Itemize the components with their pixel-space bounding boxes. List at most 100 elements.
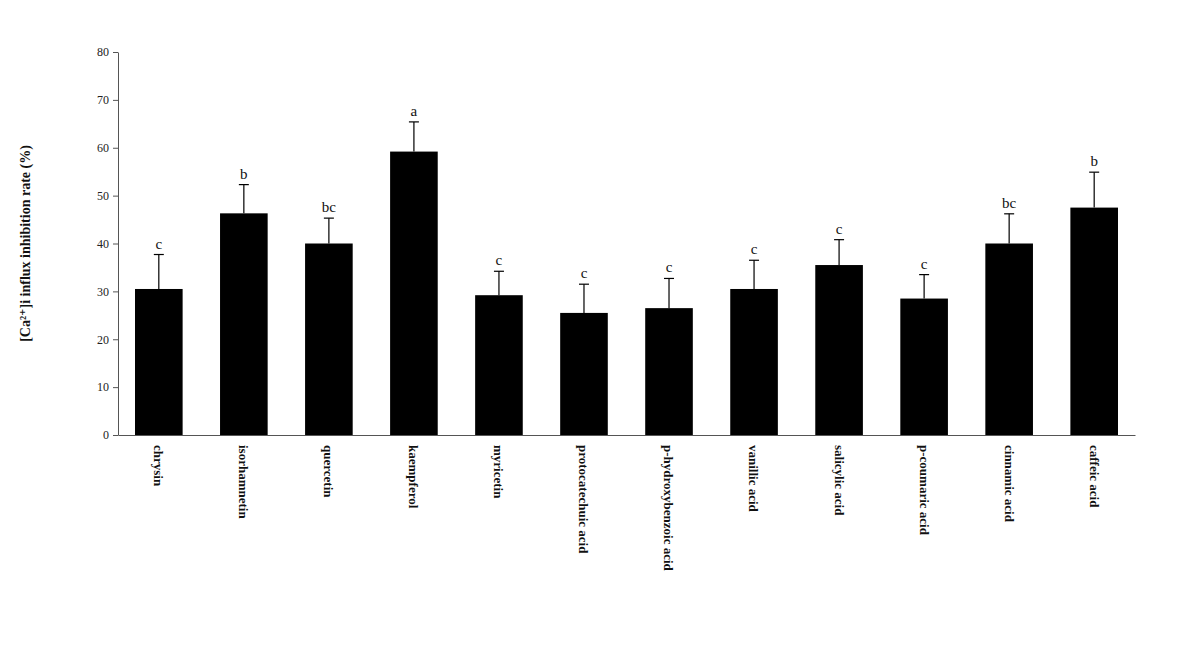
y-tick-label: 40 bbox=[97, 237, 109, 251]
y-tick: 60 bbox=[97, 141, 118, 155]
bar bbox=[305, 244, 353, 436]
error-bar bbox=[494, 271, 504, 295]
error-bar bbox=[409, 122, 419, 152]
error-cap bbox=[749, 260, 759, 261]
bar bbox=[900, 299, 948, 435]
error-cap bbox=[1004, 213, 1014, 214]
annotation: b bbox=[1090, 153, 1098, 169]
error-stem bbox=[498, 271, 499, 295]
error-stem bbox=[413, 122, 414, 152]
bar bbox=[475, 295, 523, 435]
error-bar bbox=[154, 255, 164, 289]
error-bar bbox=[324, 218, 334, 243]
error-stem bbox=[668, 278, 669, 308]
annotation: bc bbox=[1002, 195, 1017, 211]
y-tick: 80 bbox=[97, 45, 118, 59]
x-tick: caffeic acid bbox=[1087, 445, 1102, 508]
y-tick-label: 50 bbox=[97, 189, 109, 203]
y-tick-label: 70 bbox=[97, 93, 109, 107]
annotation: bc bbox=[322, 199, 337, 215]
annotation: a bbox=[411, 103, 418, 119]
x-axis-line bbox=[119, 435, 1136, 436]
bar bbox=[135, 289, 183, 435]
bar bbox=[730, 289, 778, 435]
y-tick-mark bbox=[113, 196, 118, 197]
x-tick: kaempferol bbox=[406, 445, 421, 509]
y-tick-mark bbox=[113, 339, 118, 340]
chart: 0 10 20 30 40 50 60 70 80 chrysin isorhamnetin quer… bbox=[0, 0, 1196, 645]
y-tick: 70 bbox=[97, 93, 118, 107]
x-tick-label: chrysin bbox=[151, 445, 166, 487]
x-tick-label: p-coumaric acid bbox=[917, 445, 932, 536]
x-tick-label: vanillic acid bbox=[747, 445, 762, 513]
x-tick: salicylic acid bbox=[832, 445, 847, 516]
y-tick: 20 bbox=[97, 333, 118, 347]
x-tick: chrysin bbox=[151, 445, 166, 487]
error-cap bbox=[919, 274, 929, 275]
bar bbox=[390, 152, 438, 435]
x-tick: protocatechuic acid bbox=[576, 445, 591, 554]
x-tick-label: kaempferol bbox=[406, 445, 421, 509]
y-axis: 0 10 20 30 40 50 60 70 80 bbox=[97, 45, 119, 442]
y-tick-mark bbox=[113, 291, 118, 292]
y-tick: 10 bbox=[97, 380, 118, 394]
x-tick: quercetin bbox=[321, 445, 336, 498]
error-bar bbox=[749, 260, 759, 289]
x-tick: p-coumaric acid bbox=[917, 445, 932, 536]
y-tick: 50 bbox=[97, 189, 118, 203]
x-tick: isorhamnetin bbox=[236, 445, 251, 519]
x-axis: chrysin isorhamnetin quercetin kaempferol my… bbox=[119, 436, 1136, 572]
error-stem bbox=[924, 275, 925, 299]
annotation: c bbox=[496, 252, 503, 268]
annotations: cbbcaccccccbcb bbox=[155, 103, 1097, 281]
error-stem bbox=[158, 255, 159, 289]
error-bar bbox=[834, 240, 844, 265]
annotation: c bbox=[666, 259, 673, 275]
x-tick-label: cinnamic acid bbox=[1002, 445, 1017, 523]
x-tick-label: salicylic acid bbox=[832, 445, 847, 516]
error-bar bbox=[239, 185, 249, 214]
y-tick-label: 20 bbox=[97, 333, 109, 347]
error-bar bbox=[919, 275, 929, 299]
error-bar bbox=[1004, 214, 1014, 244]
annotation: c bbox=[155, 236, 162, 252]
y-tick: 0 bbox=[103, 428, 118, 442]
x-tick-label: p-hydroxybenzoic acid bbox=[661, 445, 676, 572]
error-cap bbox=[579, 284, 589, 285]
x-tick: myricetin bbox=[491, 445, 506, 499]
bar bbox=[1070, 208, 1118, 435]
error-bar bbox=[1089, 172, 1099, 207]
error-cap bbox=[494, 271, 504, 272]
annotation: c bbox=[921, 256, 928, 272]
annotation: c bbox=[836, 221, 843, 237]
error-cap bbox=[409, 121, 419, 122]
y-axis-title: [Ca²⁺]i influx inhibition rate (%) bbox=[18, 145, 34, 342]
y-tick-mark bbox=[113, 52, 118, 53]
error-cap bbox=[664, 278, 674, 279]
error-stem bbox=[583, 284, 584, 313]
y-tick-label: 80 bbox=[97, 45, 109, 59]
error-bar bbox=[579, 284, 589, 313]
y-tick-mark bbox=[113, 387, 118, 388]
bar bbox=[985, 244, 1033, 436]
x-tick-label: isorhamnetin bbox=[236, 445, 251, 519]
bar bbox=[815, 265, 863, 435]
x-tick-label: myricetin bbox=[491, 445, 506, 499]
error-stem bbox=[1094, 172, 1095, 207]
bar bbox=[220, 213, 268, 435]
annotation: c bbox=[751, 241, 758, 257]
error-stem bbox=[838, 240, 839, 265]
y-tick-mark bbox=[113, 148, 118, 149]
error-stem bbox=[1009, 214, 1010, 244]
y-tick-label: 10 bbox=[97, 380, 109, 394]
bars bbox=[135, 122, 1118, 435]
y-tick-mark bbox=[113, 244, 118, 245]
x-tick-label: caffeic acid bbox=[1087, 445, 1102, 508]
y-tick: 40 bbox=[97, 237, 118, 251]
error-cap bbox=[239, 184, 249, 185]
y-tick: 30 bbox=[97, 285, 118, 299]
x-tick-label: protocatechuic acid bbox=[576, 445, 591, 554]
bar bbox=[645, 308, 693, 435]
annotation: b bbox=[240, 166, 248, 182]
y-tick-mark bbox=[113, 100, 118, 101]
